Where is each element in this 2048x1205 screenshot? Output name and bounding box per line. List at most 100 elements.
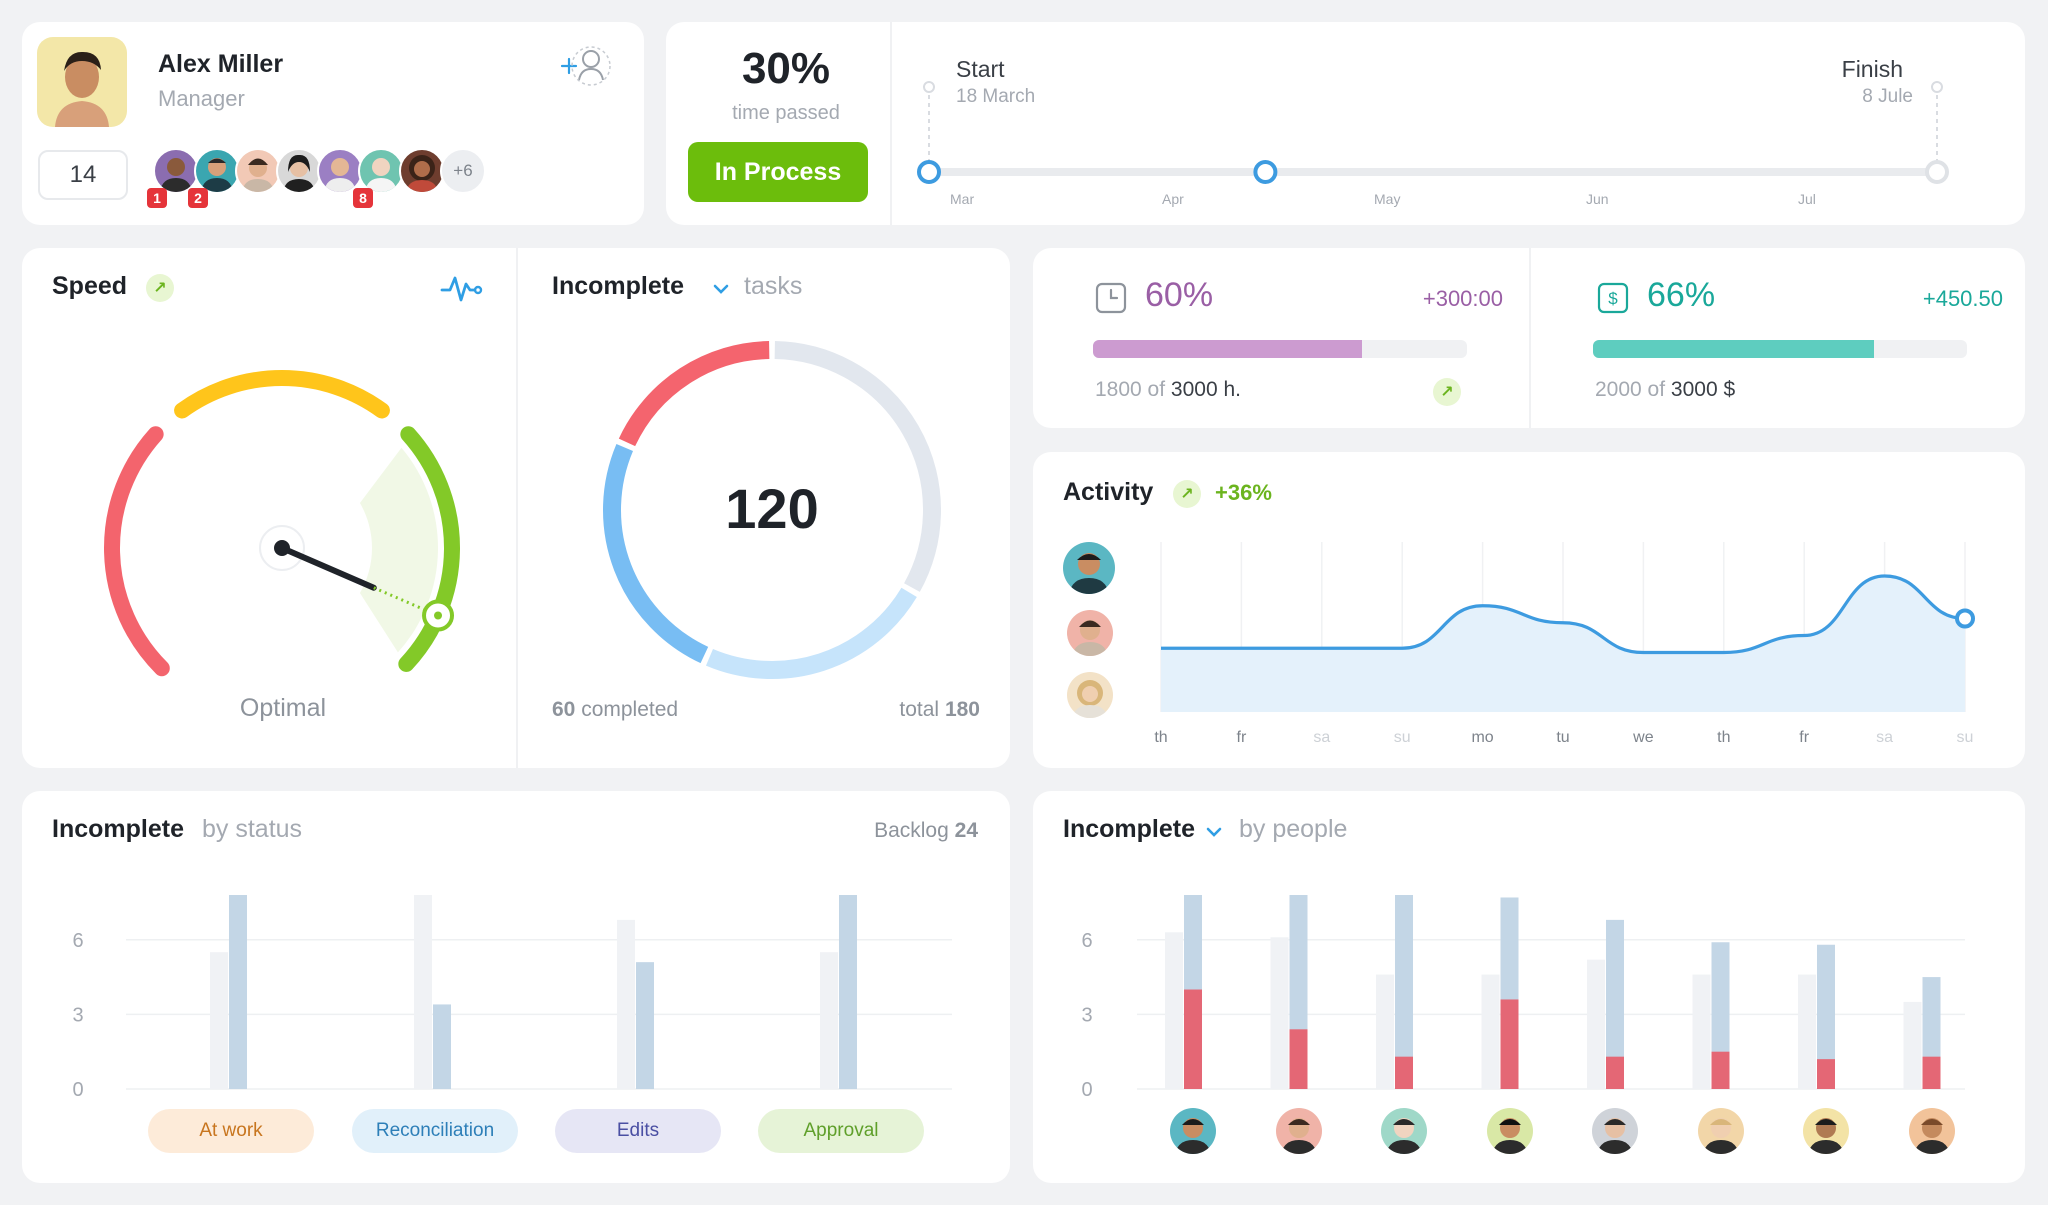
bar-primary[interactable] (636, 962, 654, 1089)
y-tick-label: 3 (1081, 1004, 1092, 1026)
bar-assigned[interactable] (1606, 919, 1624, 1089)
donut-segment-in-progress[interactable] (705, 587, 917, 679)
completed-number: 60 (552, 698, 576, 721)
team-avatar[interactable] (399, 148, 445, 194)
more-team-button[interactable]: +6 (440, 148, 486, 194)
timeline-current-handle[interactable] (1253, 160, 1278, 184)
bar-total[interactable] (1165, 932, 1183, 1089)
person-avatar[interactable] (1908, 1108, 1955, 1154)
bar-secondary[interactable] (617, 919, 635, 1089)
person-avatar[interactable] (1803, 1108, 1849, 1154)
status-category-pill[interactable]: Reconciliation (352, 1109, 518, 1153)
person-icon (365, 158, 397, 192)
bar-total[interactable] (1270, 937, 1289, 1089)
chevron-down-icon (1206, 827, 1222, 837)
day-label: su (1394, 729, 1411, 746)
day-label: we (1632, 729, 1654, 746)
bar-overdue[interactable] (1395, 1056, 1413, 1089)
bar-total[interactable] (1692, 974, 1711, 1089)
tasks-subtitle: tasks (744, 272, 803, 300)
progress-card: 60% +300:00 1800 of 3000 h. ↗ $ 66% +450… (1033, 248, 2025, 428)
timeline-start-handle[interactable] (917, 160, 941, 184)
day-label: fr (1799, 729, 1809, 746)
person-icon (1913, 1118, 1950, 1154)
bar-total[interactable] (1798, 974, 1816, 1089)
bar-overdue[interactable] (1500, 999, 1519, 1089)
day-label: mo (1471, 729, 1493, 746)
activity-avatar[interactable] (1063, 542, 1115, 594)
day-label: fr (1237, 729, 1247, 746)
pulse-icon[interactable] (440, 268, 484, 313)
add-member-button[interactable] (558, 42, 614, 88)
person-avatar[interactable] (1486, 1108, 1533, 1154)
team-avatar[interactable] (194, 148, 240, 194)
tasks-dropdown[interactable] (706, 274, 736, 309)
profile-avatar[interactable] (37, 37, 127, 127)
activity-end-marker[interactable] (1955, 608, 1975, 629)
bar-total[interactable] (1587, 959, 1605, 1089)
status-chart-card: Incomplete by status Backlog 24 6 3 0 At w… (22, 791, 1010, 1183)
hours-summary: 1800 of 3000 h. (1095, 378, 1241, 402)
people-dropdown[interactable] (1199, 817, 1229, 852)
backlog-label: Backlog (874, 819, 949, 842)
donut-segment-completed[interactable] (603, 443, 709, 664)
money-delta: +450.50 (1922, 286, 2003, 311)
bar-total[interactable] (1376, 974, 1394, 1089)
timeline-end-handle[interactable] (1925, 160, 1949, 184)
bar-total[interactable] (1481, 974, 1500, 1089)
speed-title: Speed (52, 272, 128, 300)
donut-segment-remaining[interactable] (774, 341, 941, 592)
status-category-pill[interactable]: At work (148, 1109, 314, 1153)
notification-badge: 2 (188, 188, 208, 208)
month-label: Jun (1586, 191, 1609, 207)
activity-card: Activity ↗ +36% th fr sa su mo tu we th fr sa su (1033, 452, 2025, 768)
activity-avatar[interactable] (1067, 610, 1113, 656)
bar-overdue[interactable] (1606, 1056, 1624, 1089)
status-button[interactable]: In Process (688, 142, 868, 202)
start-label: Start (956, 56, 1005, 82)
y-tick-label: 3 (72, 1004, 83, 1026)
person-avatar[interactable] (1381, 1108, 1427, 1154)
bar-total[interactable] (1903, 1001, 1922, 1089)
person-avatar[interactable] (1592, 1108, 1638, 1154)
people-chart-title: Incomplete (1063, 815, 1195, 843)
day-label: sa (1876, 729, 1893, 746)
bar-overdue[interactable] (1922, 1056, 1941, 1089)
bar-secondary[interactable] (210, 952, 228, 1089)
bar-assigned[interactable] (1395, 895, 1413, 1089)
bar-secondary[interactable] (414, 895, 432, 1089)
team-avatar[interactable] (276, 148, 322, 194)
bar-overdue[interactable] (1289, 1029, 1308, 1089)
person-avatar[interactable] (1697, 1108, 1744, 1154)
person-icon (1386, 1118, 1422, 1154)
bar-primary[interactable] (433, 1004, 451, 1089)
count-box[interactable]: 14 (38, 150, 128, 200)
team-avatar[interactable] (235, 148, 281, 194)
activity-avatar[interactable] (1067, 672, 1113, 718)
hours-percent: 60% (1145, 276, 1214, 314)
bar-secondary[interactable] (820, 952, 838, 1089)
person-icon (1280, 1118, 1317, 1154)
bar-overdue[interactable] (1817, 1059, 1835, 1089)
y-tick-label: 6 (72, 930, 83, 952)
person-icon (1597, 1118, 1633, 1154)
tasks-total: total 180 (899, 698, 980, 722)
donut-segment-overdue[interactable] (618, 341, 770, 447)
person-avatar[interactable] (1275, 1108, 1322, 1154)
bar-primary[interactable] (229, 895, 247, 1089)
team-avatar[interactable] (317, 148, 363, 194)
tasks-donut (603, 341, 941, 679)
bar-assigned[interactable] (1817, 944, 1835, 1089)
status-category-pill[interactable]: Approval (758, 1109, 924, 1153)
bar-primary[interactable] (839, 895, 857, 1089)
hours-bar (1093, 340, 1467, 358)
person-icon (1491, 1118, 1528, 1154)
person-avatar[interactable] (1170, 1108, 1216, 1154)
status-category-pill[interactable]: Edits (555, 1109, 721, 1153)
profile-role: Manager (158, 86, 245, 111)
y-tick-label: 6 (1081, 930, 1092, 952)
bar-overdue[interactable] (1184, 989, 1202, 1089)
timeline-divider (890, 22, 892, 225)
bar-overdue[interactable] (1711, 1051, 1730, 1089)
day-label: tu (1556, 729, 1569, 746)
